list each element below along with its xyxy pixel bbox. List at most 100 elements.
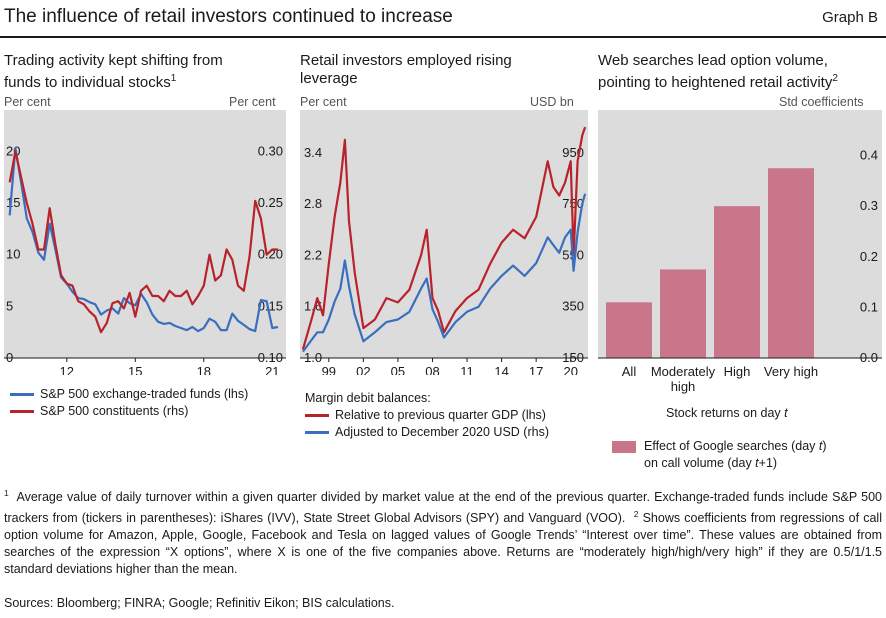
panel3-legend: Effect of Google searches (day t) on cal… (612, 438, 827, 472)
panel2-series-line-1 (302, 193, 587, 353)
panel2-legend: Margin debit balances: Relative to previ… (305, 390, 549, 441)
panel2-xtick-6: 17 (529, 364, 543, 375)
legend-label-usd: Adjusted to December 2020 USD (rhs) (335, 425, 549, 439)
legend-label-constituents: S&P 500 constituents (rhs) (40, 404, 189, 418)
legend-swatch-google (612, 440, 636, 453)
panel1-ytick-right-1: 0.15 (258, 298, 283, 313)
panel2-xtick-0: 99 (322, 364, 336, 375)
legend-item-etf: S&P 500 exchange-traded funds (lhs) (10, 386, 248, 403)
panel1-xtick-2: 18 (197, 364, 211, 375)
panel1-ytick-right-3: 0.25 (258, 195, 283, 210)
panel1-series-line-1 (8, 150, 278, 334)
panel2-ytick-right-3: 750 (562, 196, 584, 211)
legend-line2-italic: t (755, 456, 759, 470)
panel3-category-label-1-0: Moderately (651, 364, 716, 379)
panel2-ytick-left-2: 2.2 (304, 247, 322, 262)
panel3-footnote-ref: 2 (832, 73, 838, 84)
panel1-ytick-left-1: 5 (6, 298, 13, 313)
footnote-2: Shows coefficients from regressions of c… (4, 511, 882, 577)
graph-label: Graph B (822, 9, 878, 26)
panel3-ytick-3: 0.3 (860, 198, 878, 213)
panel2-xtick-7: 20 (563, 364, 577, 375)
panel2-ytick-left-4: 3.4 (304, 145, 322, 160)
legend-swatch-usd (305, 431, 329, 434)
panel2-series-line-0 (301, 126, 587, 350)
panel3-category-label-0-0: All (622, 364, 637, 379)
panel3-unit: Std coefficients (779, 95, 864, 109)
panel3-title-line2: pointing to heightened retail activity (598, 74, 833, 91)
panel2-xtick-5: 14 (494, 364, 508, 375)
footnotes: 1 Average value of daily turnover within… (4, 485, 882, 578)
panel1-ytick-right-2: 0.20 (258, 247, 283, 262)
legend-item-google: Effect of Google searches (day t) (612, 438, 827, 455)
panel3-ytick-1: 0.1 (860, 299, 878, 314)
legend-line2-suffix: +1) (758, 456, 778, 470)
panel2-plot-area (300, 110, 588, 358)
panel2-ytick-right-1: 350 (562, 299, 584, 314)
panel2-title-line1: Retail investors employed rising (300, 52, 512, 69)
legend-item-constituents: S&P 500 constituents (rhs) (10, 403, 248, 420)
panel2-xtick-1: 02 (356, 364, 370, 375)
panel2-legend-header: Margin debit balances: (305, 391, 431, 405)
panel3-xlabel-text: Stock returns on day (666, 406, 785, 420)
legend-label-etf: S&P 500 exchange-traded funds (lhs) (40, 387, 249, 401)
panel3-bar-2 (714, 206, 760, 358)
panel1-ytick-right-4: 0.30 (258, 143, 283, 158)
graph-title: The influence of retail investors contin… (4, 6, 453, 27)
sources: Sources: Bloomberg; FINRA; Google; Refin… (4, 596, 395, 610)
legend-label-gdp: Relative to previous quarter GDP (lhs) (335, 408, 546, 422)
panel3-ytick-4: 0.4 (860, 148, 878, 163)
legend-swatch-etf (10, 393, 34, 396)
panel1-ytick-left-3: 15 (6, 195, 20, 210)
legend-item-usd: Adjusted to December 2020 USD (rhs) (305, 424, 549, 441)
panel3-category-label-1-1: high (671, 379, 696, 394)
panel2-right-unit: USD bn (530, 95, 574, 109)
panel3-category-label-3-0: Very high (764, 364, 818, 379)
panel2-title: Retail investors employed rising leverag… (300, 52, 580, 88)
title-rule (0, 36, 886, 38)
panel1-legend: S&P 500 exchange-traded funds (lhs) S&P … (10, 386, 248, 420)
legend-line2-prefix: on call volume (day (644, 456, 756, 470)
panel3-bar-3 (768, 168, 814, 358)
panel2-ytick-left-1: 1.6 (304, 299, 322, 314)
panel3-title-line1: Web searches lead option volume, (598, 52, 828, 69)
legend-swatch-constituents (10, 410, 34, 413)
footnote-1: Average value of daily turnover within a… (4, 490, 883, 526)
panel2-xtick-3: 08 (425, 364, 439, 375)
panel2-left-unit: Per cent (300, 95, 347, 109)
panel1-ytick-left-2: 10 (6, 247, 20, 262)
panel1-left-unit: Per cent (4, 95, 51, 109)
panel1-title: Trading activity kept shifting from fund… (4, 52, 284, 92)
panel1-footnote-ref: 1 (170, 73, 177, 84)
panel2-title-line2: leverage (300, 70, 358, 87)
panel1-right-unit: Per cent (229, 95, 276, 109)
panel2-xtick-4: 11 (460, 364, 474, 375)
panel1-title-line1: Trading activity kept shifting from (4, 52, 223, 69)
footnote-ref-2: 2 (633, 509, 639, 520)
legend-item-gdp: Relative to previous quarter GDP (lhs) (305, 407, 549, 424)
legend-line1-italic: t (818, 439, 823, 453)
panel1-ytick-left-4: 20 (6, 143, 20, 158)
panel3-category-label-2-0: High (724, 364, 751, 379)
legend-line1: Effect of Google searches (day t) (644, 438, 827, 455)
panel2-ytick-left-3: 2.8 (304, 196, 322, 211)
legend-swatch-gdp (305, 414, 329, 417)
legend-line1-prefix: Effect of Google searches (day (644, 439, 819, 453)
panel3-xlabel: Stock returns on day t (666, 406, 788, 420)
panel1-xtick-3: 21 (265, 364, 279, 375)
footnote-ref-1: 1 (4, 488, 9, 498)
panel3-xlabel-italic: t (784, 406, 788, 420)
panel2-xtick-2: 05 (391, 364, 405, 375)
panel3-ytick-2: 0.2 (860, 249, 878, 264)
legend-line1-suffix: ) (822, 439, 827, 453)
panel1-xtick-1: 15 (128, 364, 142, 375)
panel3-bar-0 (606, 302, 652, 358)
legend-line2: on call volume (day t+1) (612, 455, 827, 472)
panel1-title-line2: funds to individual stocks (4, 74, 171, 91)
panel3-title: Web searches lead option volume, pointin… (598, 52, 884, 92)
panel3-bar-1 (660, 269, 706, 358)
panel1-xtick-0: 12 (60, 364, 74, 375)
